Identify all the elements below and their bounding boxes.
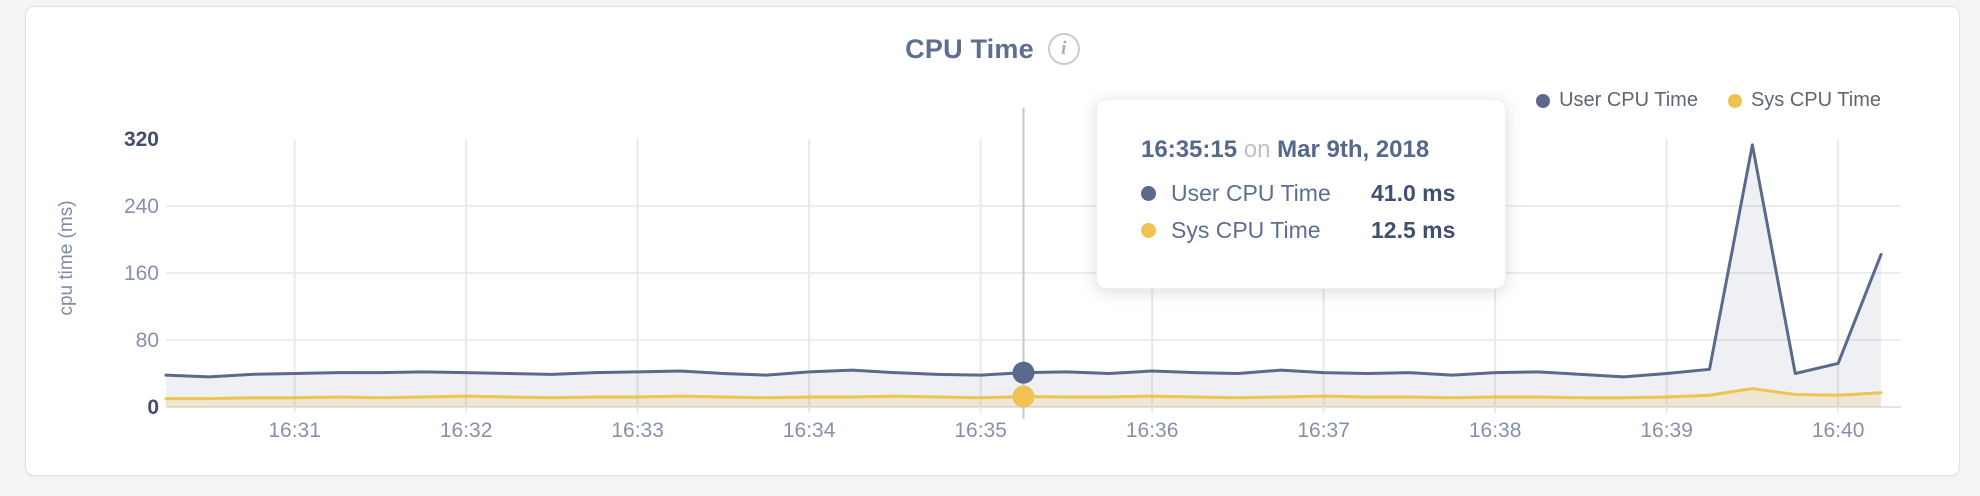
y-tick-label: 320	[124, 128, 159, 151]
cpu-time-chart[interactable]: 0 80 160 240 320 16:31 16:32 16:33 16:34 16:35 16:…	[26, 7, 1961, 477]
x-tick-label: 16:32	[440, 419, 493, 442]
hover-dot-sys	[1012, 385, 1035, 408]
tooltip-row-sys: Sys CPU Time 12.5 ms	[1141, 217, 1505, 244]
y-tick-label: 240	[124, 195, 159, 218]
tooltip-value-user: 41.0 ms	[1371, 180, 1456, 206]
chart-header: CPU Time i	[26, 33, 1959, 65]
x-tick-label: 16:40	[1812, 419, 1865, 442]
tooltip-time: 16:35:15	[1141, 136, 1238, 163]
y-tick-label: 0	[147, 396, 159, 419]
tooltip-label-user: User CPU Time	[1171, 180, 1331, 206]
tooltip-label-sys: Sys CPU Time	[1171, 217, 1321, 243]
user-series-area	[166, 144, 1881, 408]
tooltip-title: 16:35:15 on Mar 9th, 2018	[1141, 136, 1505, 164]
legend-swatch-user-icon	[1536, 93, 1551, 108]
legend: User CPU Time Sys CPU Time	[1536, 89, 1881, 112]
x-tick-label: 16:34	[783, 419, 836, 442]
tooltip-date: Mar 9th, 2018	[1277, 136, 1430, 163]
x-tick-label: 16:36	[1126, 419, 1179, 442]
x-tick-label: 16:35	[954, 419, 1007, 442]
legend-label-user: User CPU Time	[1559, 89, 1698, 111]
y-tick-label: 160	[124, 262, 159, 285]
page-title: CPU Time	[905, 33, 1034, 64]
info-icon[interactable]: i	[1047, 33, 1080, 65]
y-tick-label: 80	[136, 329, 159, 352]
hover-dot-user	[1012, 361, 1035, 384]
legend-item-user[interactable]: User CPU Time	[1536, 89, 1698, 112]
tooltip-swatch-user-icon	[1141, 186, 1156, 201]
tooltip-value-sys: 12.5 ms	[1371, 217, 1456, 243]
x-tick-label: 16:31	[268, 419, 321, 442]
x-tick-label: 16:39	[1640, 419, 1693, 442]
x-tick-label: 16:33	[611, 419, 664, 442]
legend-swatch-sys-icon	[1727, 93, 1742, 108]
x-tick-label: 16:37	[1297, 419, 1350, 442]
legend-label-sys: Sys CPU Time	[1750, 89, 1881, 111]
chart-card: CPU Time i cpu time (ms) 0 80 160 240 320 16:…	[25, 6, 1960, 476]
chart-tooltip: 16:35:15 on Mar 9th, 2018 User CPU Time …	[1096, 99, 1506, 289]
legend-item-sys[interactable]: Sys CPU Time	[1727, 89, 1881, 112]
tooltip-row-user: User CPU Time 41.0 ms	[1141, 180, 1505, 207]
tooltip-swatch-sys-icon	[1141, 223, 1156, 238]
tooltip-connector: on	[1243, 136, 1271, 163]
x-tick-label: 16:38	[1469, 419, 1522, 442]
